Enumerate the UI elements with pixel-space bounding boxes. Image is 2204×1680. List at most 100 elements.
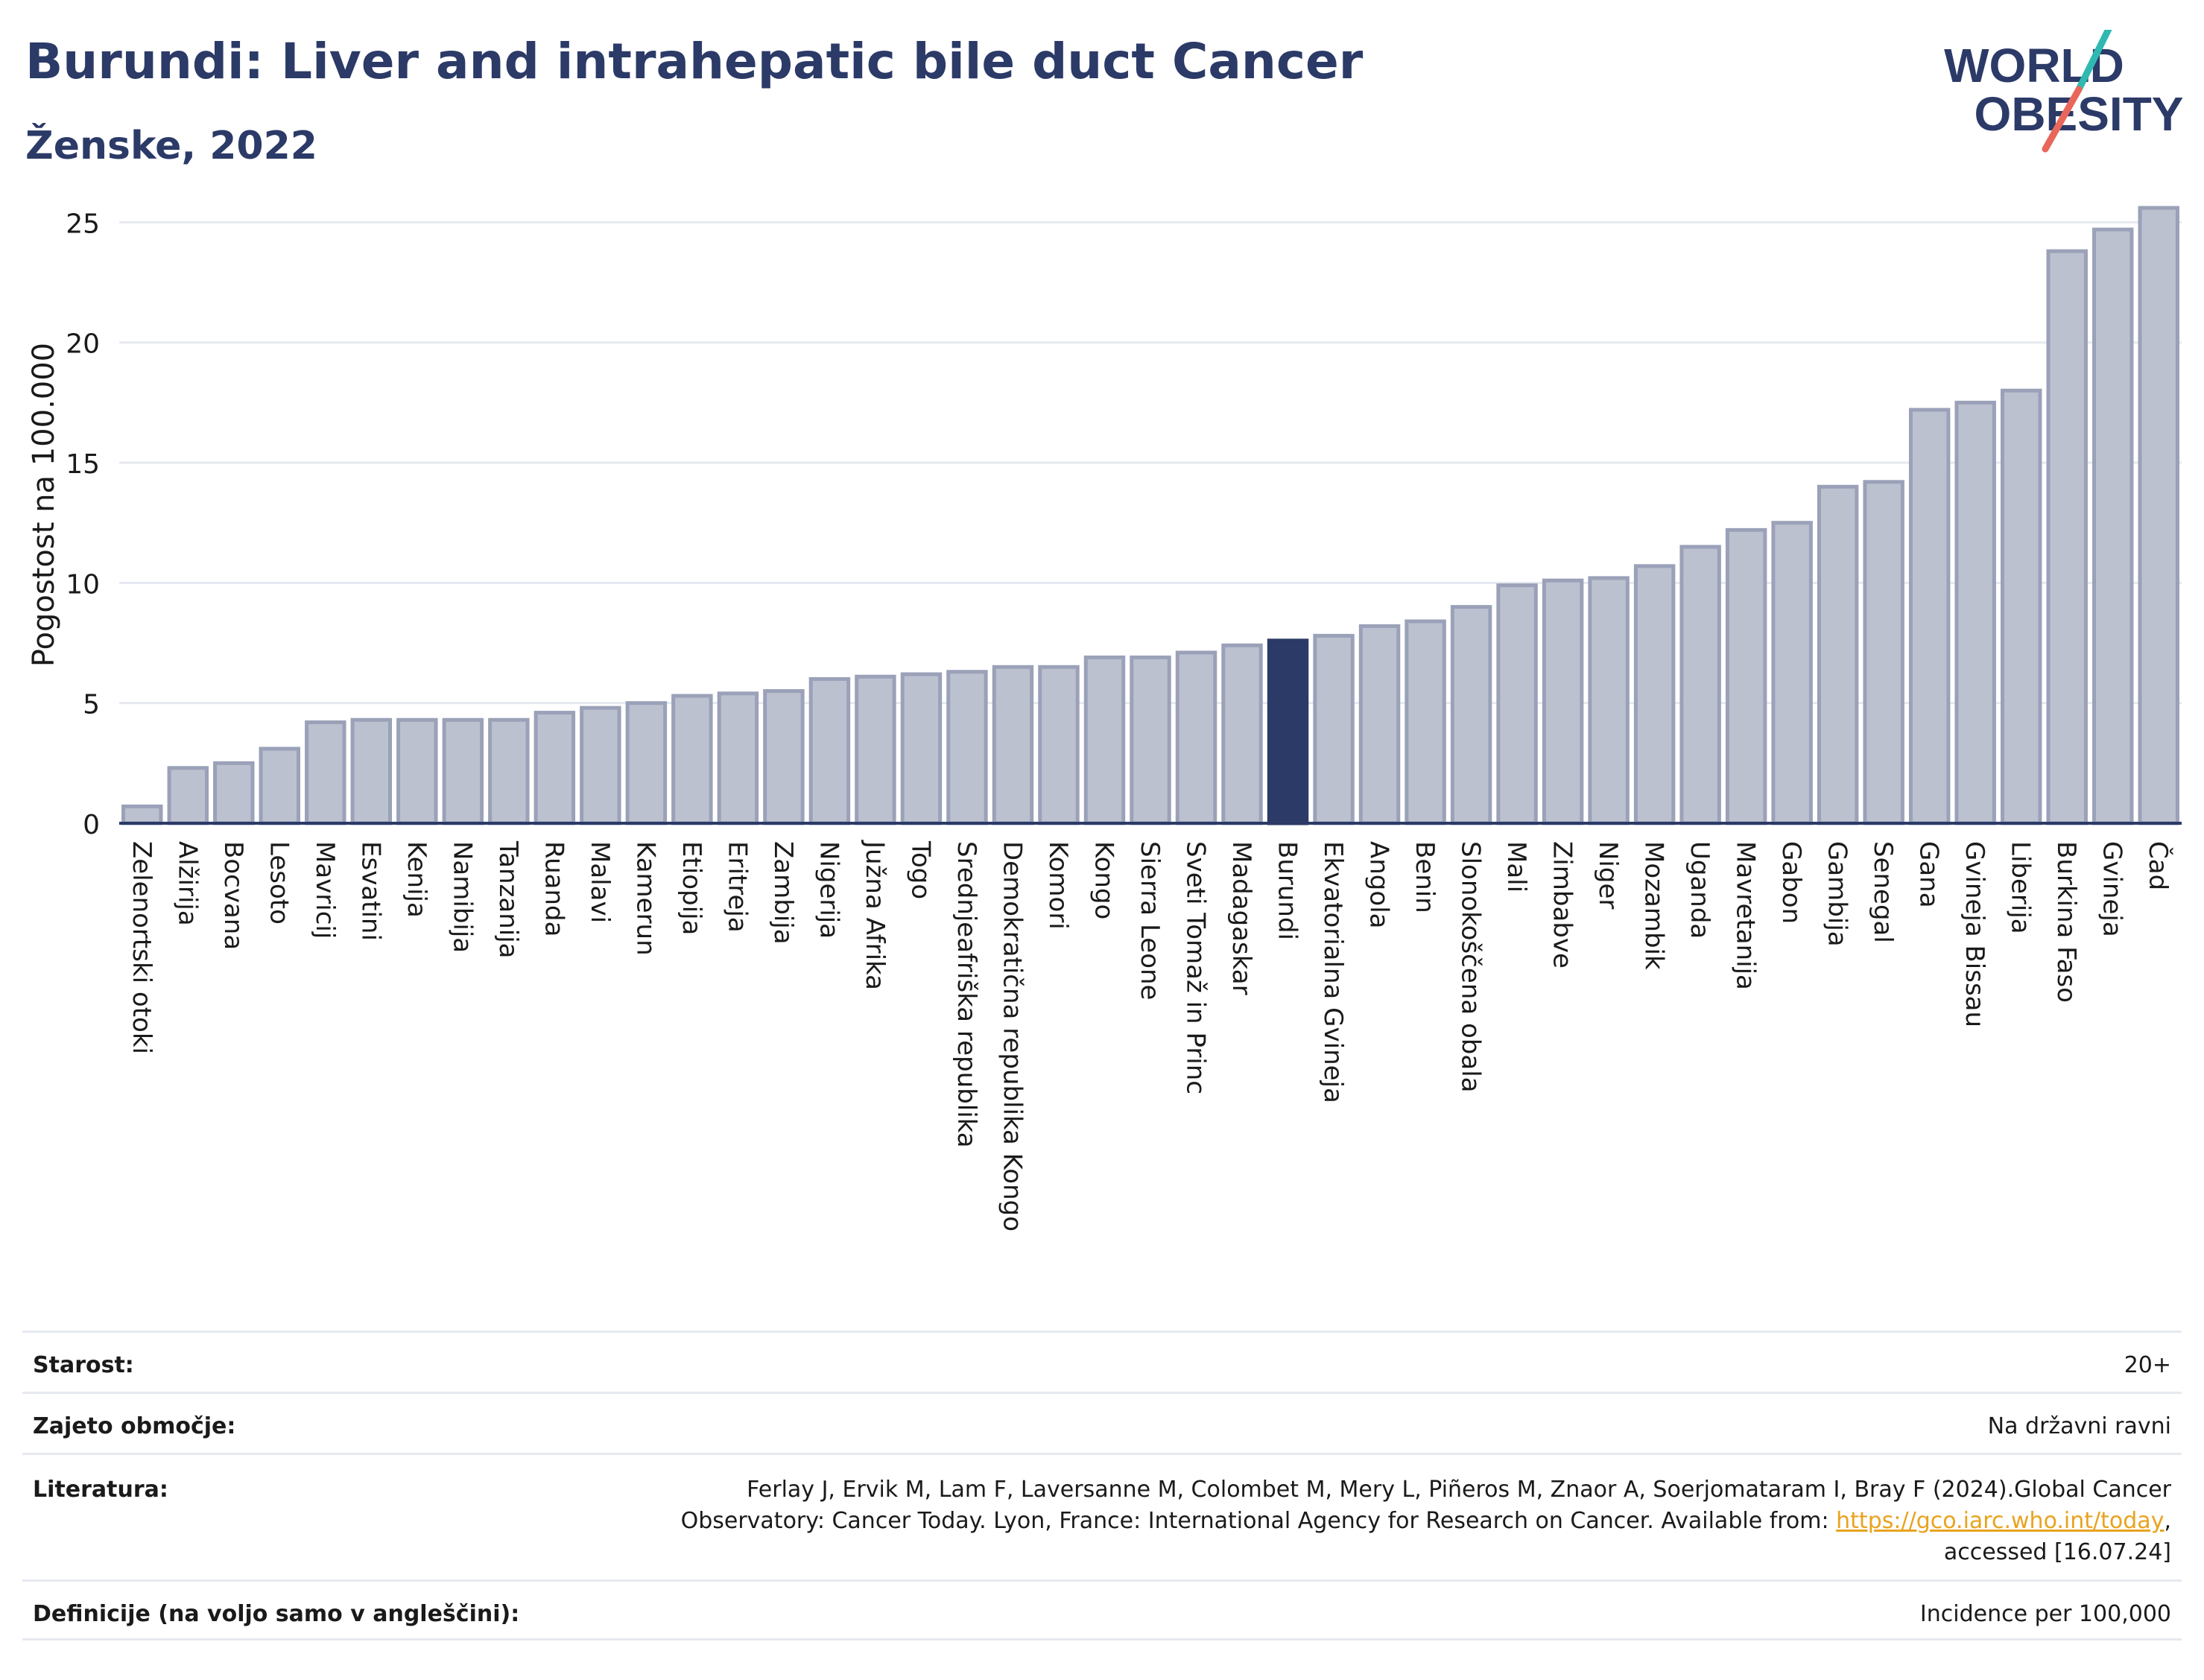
- bar: [1221, 643, 1263, 825]
- x-tick-label: Južna Afrika: [860, 840, 890, 990]
- bar: [625, 701, 668, 825]
- bar: [1817, 484, 1859, 825]
- bar: [350, 717, 393, 825]
- x-tick-label: Eritreja: [722, 841, 752, 933]
- x-tick-label: Srednjeafriška republika: [951, 841, 981, 1148]
- x-tick-label: Burkina Faso: [2051, 841, 2081, 1003]
- bar: [1954, 400, 1996, 825]
- bar: [946, 670, 988, 825]
- bar: [580, 706, 621, 825]
- bar: [167, 766, 209, 825]
- bar: [671, 694, 713, 825]
- references-line-3: accessed [16.07.24]: [1943, 1539, 2171, 1565]
- logo-slash-teal: [2075, 30, 2112, 93]
- x-tick-label: Angola: [1364, 841, 1394, 928]
- definitions-value: Incidence per 100,000: [1919, 1601, 2171, 1627]
- x-tick-label: Kamerun: [630, 841, 660, 956]
- x-tick-label: Esvatini: [355, 841, 385, 941]
- x-tick-label: Zelenortski otoki: [127, 841, 156, 1054]
- info-row-coverage: Zajeto območje: Na državni ravni: [22, 1392, 2182, 1453]
- bar: [1358, 624, 1401, 825]
- bar: [2092, 227, 2134, 825]
- x-tick-label: Kenija: [402, 841, 431, 918]
- bar: [1175, 650, 1217, 825]
- bar: [1496, 583, 1538, 825]
- x-tick-label: Sveti Tomaž in Princ: [1181, 841, 1211, 1094]
- info-row-age: Starost: 20+: [22, 1331, 2182, 1392]
- x-tick-label: Zambija: [768, 841, 798, 945]
- bar: [1771, 521, 1813, 825]
- x-tick-label: Gabon: [1776, 841, 1806, 924]
- bar: [1908, 408, 1951, 825]
- age-label: Starost:: [33, 1352, 134, 1378]
- x-tick-label: Slonokoščena obala: [1456, 841, 1486, 1092]
- x-tick-label: Gambija: [1823, 841, 1852, 947]
- x-tick-label: Mavretanija: [1731, 841, 1761, 990]
- bar: [533, 711, 576, 825]
- bar: [1863, 480, 1904, 825]
- coverage-value: Na državni ravni: [1987, 1413, 2171, 1439]
- bar: [1405, 619, 1446, 825]
- references-value: Ferlay J, Ervik M, Lam F, Laversanne M, …: [681, 1474, 2171, 1568]
- y-tick-label: 0: [83, 810, 100, 840]
- definitions-label: Definicije (na voljo samo v angleščini):: [33, 1601, 520, 1627]
- x-tick-label: Alžirija: [172, 841, 202, 926]
- x-tick-label: Uganda: [1685, 841, 1714, 939]
- bar-highlighted: [1267, 638, 1309, 825]
- info-row-definitions: Definicije (na voljo samo v angleščini):…: [22, 1579, 2182, 1641]
- bar: [855, 674, 896, 825]
- x-tick-label: Bocvana: [218, 841, 248, 950]
- x-tick-label: Mozambik: [1639, 841, 1669, 970]
- bar: [808, 676, 851, 825]
- x-tick-label: Benin: [1410, 841, 1440, 913]
- bar: [763, 689, 805, 825]
- bar: [1083, 655, 1126, 825]
- x-tick-label: Tanzanija: [493, 840, 523, 958]
- y-axis-label: Pogostost na 100.000: [27, 343, 61, 667]
- x-tick-label: Etiopija: [677, 841, 706, 935]
- coverage-label: Zajeto območje:: [33, 1413, 236, 1439]
- x-tick-label: Gana: [1914, 841, 1944, 908]
- logo-slash-red: [2042, 86, 2083, 153]
- bar: [213, 761, 255, 825]
- bar: [2000, 388, 2042, 825]
- bar: [1588, 576, 1630, 825]
- x-tick-label: Togo: [905, 840, 935, 899]
- bar: [717, 691, 759, 825]
- bar: [1679, 545, 1721, 825]
- y-tick-label: 15: [66, 449, 100, 480]
- references-label: Literatura:: [33, 1477, 168, 1503]
- bar: [121, 804, 163, 825]
- x-tick-label: Ekvatorialna Gvineja: [1318, 841, 1348, 1103]
- bar: [442, 717, 484, 825]
- x-tick-label: Mavricij: [310, 841, 340, 939]
- bar: [1130, 655, 1171, 825]
- references-link[interactable]: https://gco.iarc.who.int/today: [1836, 1508, 2165, 1534]
- x-tick-label: Mali: [1501, 841, 1531, 893]
- bar: [900, 672, 943, 825]
- x-tick-label: Nigerija: [814, 841, 843, 939]
- age-value: 20+: [2124, 1352, 2171, 1378]
- x-tick-label: Ruanda: [539, 841, 569, 936]
- y-tick-label: 25: [66, 209, 100, 239]
- bar: [2046, 249, 2088, 825]
- x-tick-label: Niger: [1593, 841, 1623, 909]
- bar: [1038, 665, 1080, 825]
- world-obesity-logo: WORLD OBESITY: [1944, 30, 2183, 153]
- bar: [1542, 578, 1584, 825]
- bar: [396, 717, 438, 825]
- bar: [2138, 206, 2179, 825]
- x-tick-label: Madagaskar: [1226, 841, 1256, 995]
- page-title: Burundi: Liver and intrahepatic bile duc…: [25, 33, 1364, 90]
- x-tick-label: Gvineja: [2097, 841, 2127, 937]
- references-line-2: Observatory: Cancer Today. Lyon, France:…: [680, 1508, 1837, 1534]
- x-tick-label: Kongo: [1089, 841, 1118, 919]
- references-line-1: Ferlay J, Ervik M, Lam F, Laversanne M, …: [747, 1477, 2171, 1503]
- x-tick-label: Malavi: [585, 841, 615, 923]
- x-tick-label: Senegal: [1868, 841, 1898, 943]
- bar: [259, 747, 301, 825]
- x-tick-label: Čad: [2143, 841, 2173, 890]
- bar: [1725, 527, 1767, 825]
- x-tick-label: Namibija: [447, 841, 477, 953]
- bar: [992, 665, 1034, 825]
